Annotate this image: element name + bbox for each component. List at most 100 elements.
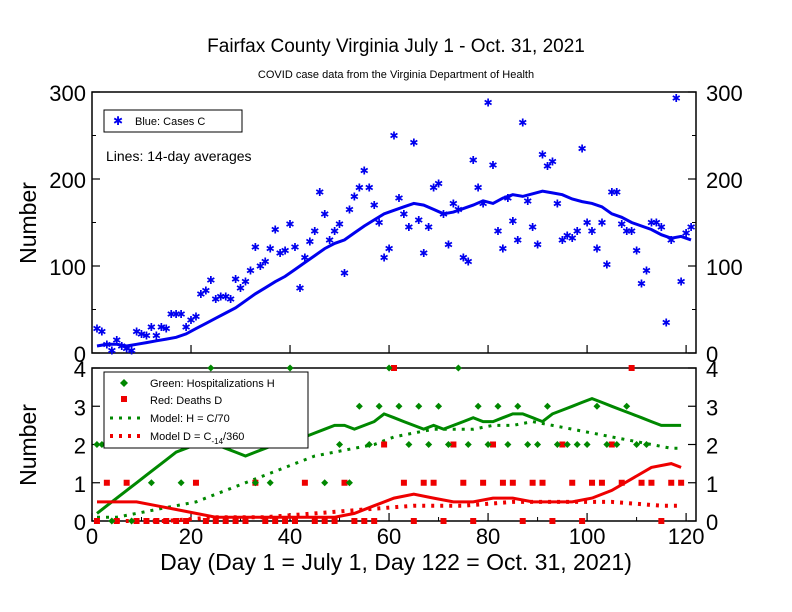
case-point: ✱: [429, 183, 438, 195]
case-point: ✱: [399, 209, 408, 221]
death-point: [410, 518, 417, 524]
case-point: ✱: [617, 219, 626, 231]
death-point: [291, 518, 298, 524]
case-point: ✱: [92, 324, 101, 336]
bottom-x-tick-label: 120: [668, 524, 705, 549]
death-point: [113, 518, 120, 524]
death-point: [499, 479, 506, 486]
hosp-point: [573, 441, 581, 448]
case-point: ✱: [231, 274, 240, 286]
death-point: [430, 479, 437, 486]
death-point: [391, 365, 397, 371]
death-point: [668, 479, 675, 486]
hosp-point: [642, 441, 650, 448]
death-point: [509, 479, 516, 486]
death-point: [608, 441, 615, 448]
case-point: ✱: [256, 261, 265, 273]
case-point: ✱: [528, 222, 537, 234]
death-point: [173, 518, 180, 524]
case-point: ✱: [513, 235, 522, 247]
case-point: ✱: [271, 224, 280, 236]
death-point: [420, 479, 427, 486]
death-point: [341, 479, 348, 486]
hosp-point: [553, 441, 561, 448]
case-point: ✱: [449, 198, 458, 210]
case-point: ✱: [444, 239, 453, 251]
hosp-point: [345, 479, 353, 487]
case-point: ✱: [181, 322, 190, 334]
death-point: [123, 479, 130, 486]
hosp-point: [177, 479, 185, 487]
case-point: ✱: [221, 291, 230, 303]
top-y-tick-label-right: 0: [706, 342, 718, 367]
case-point: ✱: [627, 226, 636, 238]
case-point: ✱: [102, 339, 111, 351]
death-point: [678, 479, 685, 486]
hosp-point: [321, 479, 329, 487]
death-point: [490, 441, 497, 448]
bottom-x-tick-label: 0: [86, 524, 98, 549]
case-point: ✱: [523, 196, 532, 208]
case-point: ✱: [152, 331, 161, 343]
death-point: [202, 518, 209, 524]
hosp-point: [603, 441, 611, 448]
case-point: ✱: [647, 218, 656, 230]
case-point: ✱: [657, 222, 666, 234]
case-point: ✱: [167, 309, 176, 321]
death-point: [480, 479, 487, 486]
death-point: [470, 518, 477, 524]
bottom-y-tick-label-left: 4: [74, 357, 86, 382]
bottom-y-tick-label-left: 0: [74, 510, 86, 535]
case-point: ✱: [662, 318, 671, 330]
hosp-point: [464, 441, 472, 448]
case-point: ✱: [632, 245, 641, 257]
case-point: ✱: [236, 283, 245, 295]
model-d-legend-label: Model D = C-14/360: [150, 431, 244, 446]
case-point: ✱: [454, 204, 463, 216]
hosp-point: [633, 441, 641, 448]
hosp-point: [484, 441, 492, 448]
death-point: [638, 479, 645, 486]
bottom-y-tick-label-right: 0: [706, 510, 718, 535]
case-point: ✱: [508, 216, 517, 228]
cases-legend-label: Blue: Cases C: [135, 116, 205, 128]
case-point: ✱: [142, 331, 151, 343]
death-point: [519, 518, 526, 524]
top-y-tick-label-right: 300: [706, 81, 743, 106]
case-point: ✱: [587, 226, 596, 238]
case-point: ✱: [360, 165, 369, 177]
hosp-point: [435, 402, 443, 410]
hosp-point: [128, 517, 136, 525]
death-point: [589, 479, 596, 486]
case-point: ✱: [350, 191, 359, 203]
death-point: [183, 518, 190, 524]
death-point: [351, 518, 358, 524]
hosp-point: [425, 441, 433, 448]
case-point: ✱: [137, 329, 146, 341]
top-y-tick-label-left: 100: [49, 255, 86, 280]
hosp-point: [613, 441, 621, 448]
top-y-tick-label-left: 300: [49, 81, 86, 106]
case-point: ✱: [320, 209, 329, 221]
model-d-legend-main: Model D = C: [150, 431, 211, 443]
bottom-x-tick-label: 40: [278, 524, 302, 549]
case-point: ✱: [553, 198, 562, 210]
hosp-point: [524, 441, 532, 448]
case-point: ✱: [568, 233, 577, 245]
case-point: ✱: [147, 322, 156, 334]
case-point: ✱: [637, 278, 646, 290]
death-point: [559, 441, 566, 448]
death-point: [103, 479, 110, 486]
death-point: [163, 518, 170, 524]
case-point: ✱: [434, 178, 443, 190]
hosp-point: [593, 402, 601, 410]
case-point: ✱: [355, 183, 364, 195]
case-point: ✱: [266, 244, 275, 256]
case-point: ✱: [503, 193, 512, 205]
death-point: [381, 441, 388, 448]
case-point: ✱: [157, 322, 166, 334]
case-point: ✱: [582, 218, 591, 230]
case-point: ✱: [206, 275, 215, 287]
hosp-point: [444, 441, 452, 448]
death-point: [282, 518, 289, 524]
